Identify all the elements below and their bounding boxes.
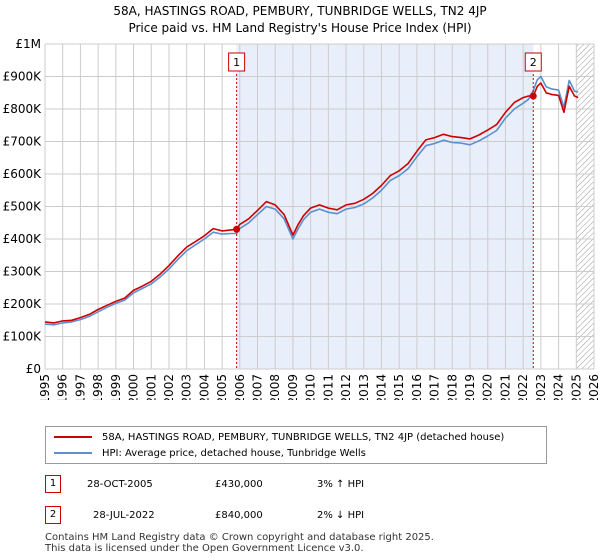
legend-swatch-hpi [54,452,92,454]
sale-date-1: 28-OCT-2005 [87,479,153,490]
x-tick-label: 1995 [38,374,52,400]
x-tick-label: 1998 [91,374,105,400]
x-tick-label: 2005 [215,374,229,400]
y-tick-label: £300K [3,265,43,279]
legend-label-hpi: HPI: Average price, detached house, Tunb… [102,447,366,459]
x-tick-label: 2021 [498,374,512,400]
x-tick-label: 2003 [180,374,194,400]
chart-title: 58A, HASTINGS ROAD, PEMBURY, TUNBRIDGE W… [113,4,487,18]
footer-line-2: This data is licensed under the Open Gov… [45,543,364,554]
hpi-line [44,75,579,326]
y-tick-label: £600K [3,167,43,181]
sale-marker-2: 2 [45,506,61,524]
y-tick-label: £200K [3,297,43,311]
footer-line-1: Contains HM Land Registry data © Crown c… [45,532,434,543]
x-tick-label: 2022 [516,374,530,400]
sale-point [529,92,537,100]
x-tick-label: 1997 [73,374,87,400]
legend-swatch-property [54,436,92,438]
sale-date-2: 28-JUL-2022 [93,510,155,521]
sale-hpi-2: 2% ↓ HPI [317,510,365,521]
x-tick-label: 2024 [552,374,566,400]
sale-label: 1 [233,56,240,69]
x-tick-label: 2026 [587,374,600,400]
x-tick-label: 2011 [321,374,335,400]
legend-item-hpi: HPI: Average price, detached house, Tunb… [54,445,366,461]
y-tick-label: £1M [15,37,41,51]
chart-subtitle: Price paid vs. HM Land Registry's House … [128,21,472,35]
x-tick-label: 2010 [304,374,318,400]
x-tick-label: 2018 [445,374,459,400]
x-tick-label: 1999 [109,374,123,400]
x-tick-label: 2017 [428,374,442,400]
y-tick-label: £100K [3,330,43,344]
y-tick-label: £0 [26,362,41,376]
x-tick-label: 2007 [251,374,265,400]
legend: 58A, HASTINGS ROAD, PEMBURY, TUNBRIDGE W… [45,426,547,464]
sale-label-box [524,52,542,72]
y-tick-label: £700K [3,135,43,149]
sale-hpi-1: 3% ↑ HPI [317,479,365,490]
sale-label-box [228,52,246,72]
x-tick-label: 2025 [569,374,583,400]
sale-marker-1: 1 [45,475,61,493]
sale-label: 2 [530,56,537,69]
x-tick-label: 2015 [392,374,406,400]
y-tick-label: £900K [3,70,43,84]
sale-row-1: 1 28-OCT-2005 £430,000 3% ↑ HPI [45,475,565,495]
x-tick-label: 2002 [162,374,176,400]
x-tick-label: 2013 [357,374,371,400]
sale-point [233,225,241,233]
x-tick-label: 2016 [410,374,424,400]
x-tick-label: 2012 [339,374,353,400]
x-tick-label: 1996 [56,374,70,400]
legend-item-property: 58A, HASTINGS ROAD, PEMBURY, TUNBRIDGE W… [54,429,504,445]
x-tick-label: 2006 [233,374,247,400]
x-tick-label: 2008 [268,374,282,400]
x-tick-label: 2020 [481,374,495,400]
sale-price-1: £430,000 [215,479,263,490]
x-tick-label: 2009 [286,374,300,400]
y-tick-label: £800K [3,102,43,116]
footer: Contains HM Land Registry data © Crown c… [45,532,434,554]
property-price-line [44,82,579,324]
y-tick-label: £500K [3,200,43,214]
x-tick-label: 2014 [374,374,388,400]
legend-label-property: 58A, HASTINGS ROAD, PEMBURY, TUNBRIDGE W… [102,431,505,443]
x-tick-label: 2001 [144,374,158,400]
x-tick-label: 2023 [534,374,548,400]
y-tick-label: £400K [3,232,43,246]
sale-price-2: £840,000 [215,510,263,521]
sale-row-2: 2 28-JUL-2022 £840,000 2% ↓ HPI [45,506,565,526]
x-tick-label: 2019 [463,374,477,400]
x-tick-label: 2004 [197,374,211,400]
x-tick-label: 2000 [127,374,141,400]
price-chart: £0 £100K £200K £300K £400K £500K £600K £700K £80… [3,37,600,400]
